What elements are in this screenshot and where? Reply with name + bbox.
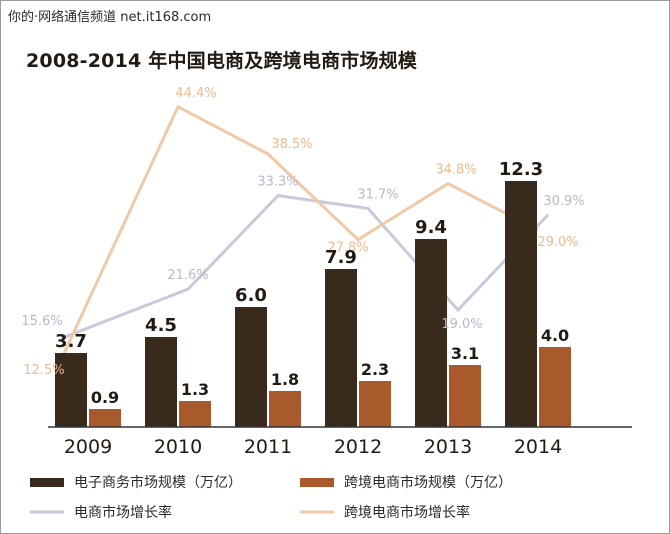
bars-layer (55, 181, 571, 427)
ecommerce-growth-label-2012: 31.7% (357, 187, 398, 202)
x-tick-2012: 2012 (334, 436, 382, 458)
crossborder-growth-line (58, 104, 539, 363)
crossborder-value-label-2011: 1.8 (271, 370, 299, 389)
legend-label-0: 电子商务市场规模（万亿） (74, 474, 242, 491)
ecommerce-value-label-2011: 6.0 (235, 285, 267, 306)
ecommerce-bar-2013 (415, 239, 447, 427)
x-tick-2010: 2010 (154, 436, 202, 458)
crossborder-growth-label-2012: 27.8% (327, 241, 368, 256)
crossborder-growth-label-2013: 34.8% (435, 163, 476, 178)
x-tick-2013: 2013 (424, 436, 472, 458)
legend: 电子商务市场规模（万亿） 跨境电商市场规模（万亿） 电商市场增长率 跨境电商市场增长率 (30, 474, 512, 521)
ecommerce-value-label-2012: 7.9 (325, 247, 357, 268)
ecommerce-bar-2009 (55, 353, 87, 427)
x-tick-labels: 2009 2010 2011 2012 2013 2014 (64, 436, 562, 458)
crossborder-bar-2012 (359, 381, 391, 427)
ecommerce-growth-label-2014: 30.9% (543, 194, 584, 209)
x-tick-2009: 2009 (64, 436, 112, 458)
ecommerce-value-label-2014: 12.3 (499, 159, 543, 180)
ecommerce-value-label-2010: 4.5 (145, 315, 177, 336)
ecommerce-bar-2014 (505, 181, 537, 427)
ecommerce-growth-label-2013: 19.0% (441, 317, 482, 332)
x-tick-2014: 2014 (514, 436, 562, 458)
crossborder-value-label-2012: 2.3 (361, 360, 389, 379)
crossborder-value-label-2014: 4.0 (541, 326, 569, 345)
ecommerce-value-label-2009: 3.7 (55, 331, 87, 352)
legend-swatch-1 (300, 478, 334, 487)
data-labels-layer: 15.6% 21.6% 33.3% 31.7% 19.0% 30.9% 12.5% 44.4%… (21, 86, 584, 407)
crossborder-bar-2011 (269, 391, 301, 427)
ecommerce-value-label-2013: 9.4 (415, 217, 447, 238)
crossborder-value-label-2010: 1.3 (181, 380, 209, 399)
crossborder-bar-2009 (89, 409, 121, 427)
crossborder-value-label-2013: 3.1 (451, 344, 479, 363)
growth-lines-layer (58, 104, 550, 363)
crossborder-growth-label-2011: 38.5% (271, 137, 312, 152)
crossborder-bar-2013 (449, 365, 481, 427)
site-watermark: 你的·网络通信频道 net.it168.com (8, 10, 212, 25)
crossborder-value-label-2009: 0.9 (91, 388, 119, 407)
crossborder-growth-label-2009: 12.5% (23, 363, 64, 378)
ecommerce-bar-2012 (325, 269, 357, 427)
crossborder-growth-label-2010: 44.4% (175, 86, 216, 101)
ecommerce-growth-line (63, 194, 550, 339)
ecommerce-bar-2010 (145, 337, 177, 427)
x-tick-2011: 2011 (244, 436, 292, 458)
ecommerce-growth-label-2009: 15.6% (21, 314, 62, 329)
legend-label-2: 电商市场增长率 (74, 504, 172, 521)
chart-title: 2008-2014 年中国电商及跨境电商市场规模 (26, 50, 418, 72)
ecommerce-growth-label-2011: 33.3% (257, 175, 298, 190)
legend-label-1: 跨境电商市场规模（万亿） (344, 474, 512, 491)
ecommerce-bar-2011 (235, 307, 267, 427)
crossborder-bar-2014 (539, 347, 571, 427)
legend-swatch-0 (30, 478, 64, 487)
ecommerce-growth-label-2010: 21.6% (167, 268, 208, 283)
crossborder-bar-2010 (179, 401, 211, 427)
legend-label-3: 跨境电商市场增长率 (344, 504, 470, 521)
crossborder-growth-label-2014: 29.0% (537, 235, 578, 250)
